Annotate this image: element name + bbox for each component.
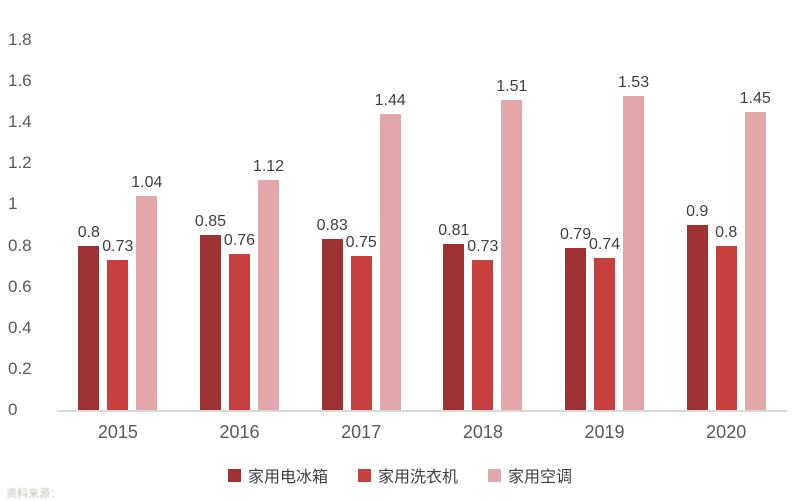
legend-item-家用电冰箱[interactable]: 家用电冰箱: [227, 463, 328, 487]
bar-group-2019: 0.79 0.74 1.53: [544, 40, 666, 410]
bar-value-label: 0.73: [467, 237, 499, 255]
x-tick-label-2016: 2016: [219, 422, 260, 442]
bar-wrap: 0.8: [715, 224, 737, 410]
y-tick-label: 0.8: [8, 235, 32, 255]
bar-wrap: 0.76: [224, 232, 255, 410]
bar-value-label: 0.73: [102, 237, 134, 255]
x-axis: 2015 2016 2017 2018 2019 2020: [57, 422, 787, 443]
bar-家用空调-2019[interactable]: [623, 95, 645, 410]
legend-item-家用空调[interactable]: 家用空调: [488, 463, 572, 487]
bar-wrap: 1.04: [131, 174, 162, 410]
bar-value-label: 0.76: [223, 231, 256, 249]
y-tick-label: 0: [8, 400, 18, 419]
bar-家用电冰箱-2018[interactable]: [443, 243, 465, 410]
bar-value-label: 0.8: [715, 223, 738, 241]
bar-wrap: 0.9: [686, 203, 708, 410]
bar-wrap: 0.83: [317, 217, 348, 410]
bar-家用洗衣机-2020[interactable]: [715, 245, 737, 410]
source-note: 资料来源：: [6, 488, 61, 500]
bar-group-2017: 0.83 0.75 1.44: [300, 40, 422, 410]
bar-group-2016: 0.85 0.76 1.12: [179, 40, 301, 410]
y-tick-label: 1.4: [8, 112, 32, 132]
y-tick-label: 0.2: [8, 358, 32, 378]
y-tick-label: 1.8: [8, 30, 32, 49]
legend-label: 家用洗衣机: [377, 469, 458, 486]
y-tick-label: 1.6: [8, 71, 32, 91]
y-tick-label: 1.2: [8, 153, 32, 173]
bar-wrap: 1.51: [496, 78, 527, 410]
bar-group-2020: 0.9 0.8 1.45: [665, 40, 787, 410]
bar-wrap: 1.45: [740, 90, 771, 410]
bar-家用洗衣机-2017[interactable]: [350, 255, 372, 410]
x-tick-label-2019: 2019: [584, 422, 625, 442]
legend-label: 家用空调: [508, 469, 573, 486]
bar-家用电冰箱-2019[interactable]: [565, 247, 587, 410]
plot-area: 0.8 0.73 1.04 0.85 0.76 1.12 0.83 0.75 1.44 0.81 0…: [57, 40, 787, 412]
bar-家用空调-2016[interactable]: [258, 179, 279, 410]
bar-value-label: 0.74: [588, 235, 621, 253]
bar-wrap: 1.12: [253, 158, 284, 410]
bar-家用洗衣机-2018[interactable]: [472, 259, 494, 410]
bar-value-label: 0.75: [345, 233, 377, 251]
y-tick-label: 0.6: [8, 276, 32, 296]
bar-wrap: 0.74: [589, 236, 620, 410]
x-tick-label-2015: 2015: [97, 422, 138, 442]
bar-value-label: 1.53: [617, 73, 650, 91]
bar-value-label: 0.85: [194, 213, 227, 231]
bar-wrap: 0.81: [438, 222, 469, 410]
x-tick-label-2020: 2020: [706, 422, 747, 442]
bar-wrap: 0.73: [102, 238, 133, 410]
bar-家用电冰箱-2020[interactable]: [686, 225, 708, 410]
legend-swatch-icon: [488, 468, 501, 482]
bar-家用空调-2015[interactable]: [136, 196, 158, 410]
bar-wrap: 0.8: [78, 224, 100, 410]
bar-wrap: 1.53: [618, 74, 649, 410]
bar-wrap: 0.79: [560, 226, 591, 410]
y-tick-label: 1: [8, 194, 18, 214]
bar-wrap: 0.75: [346, 234, 377, 410]
bar-家用电冰箱-2015[interactable]: [78, 245, 100, 410]
legend-swatch-icon: [227, 468, 241, 482]
bar-wrap: 0.73: [467, 238, 498, 410]
bar-家用空调-2018[interactable]: [501, 99, 523, 410]
bar-value-label: 0.83: [316, 217, 348, 235]
bar-value-label: 1.04: [131, 174, 163, 192]
bar-wrap: 1.44: [375, 92, 406, 410]
legend-item-家用洗衣机[interactable]: 家用洗衣机: [357, 463, 458, 487]
x-tick-label-2018: 2018: [462, 422, 503, 442]
bar-value-label: 1.12: [252, 157, 285, 175]
bar-家用空调-2017[interactable]: [379, 114, 401, 410]
bar-家用洗衣机-2019[interactable]: [594, 257, 616, 410]
bar-value-label: 1.45: [739, 89, 771, 107]
bar-group-2015: 0.8 0.73 1.04: [57, 40, 179, 410]
legend-label: 家用电冰箱: [247, 469, 328, 486]
bar-家用空调-2020[interactable]: [744, 111, 766, 410]
bar-value-label: 0.8: [77, 223, 100, 241]
bar-家用洗衣机-2016[interactable]: [229, 253, 250, 410]
bar-value-label: 1.44: [374, 92, 406, 109]
bar-家用洗衣机-2015[interactable]: [107, 259, 129, 410]
bar-家用电冰箱-2016[interactable]: [200, 235, 221, 410]
bar-value-label: 0.81: [438, 221, 470, 239]
bar-家用电冰箱-2017[interactable]: [321, 239, 343, 410]
bar-value-label: 0.79: [559, 225, 592, 243]
x-tick-label-2017: 2017: [341, 422, 382, 442]
bar-wrap: 0.85: [195, 213, 226, 410]
y-tick-label: 0.4: [8, 317, 32, 337]
bar-group-2018: 0.81 0.73 1.51: [422, 40, 544, 410]
bar-value-label: 1.51: [496, 77, 528, 95]
legend: 家用电冰箱 家用洗衣机 家用空调: [0, 463, 800, 487]
bar-value-label: 0.9: [686, 203, 709, 220]
legend-swatch-icon: [357, 468, 371, 482]
